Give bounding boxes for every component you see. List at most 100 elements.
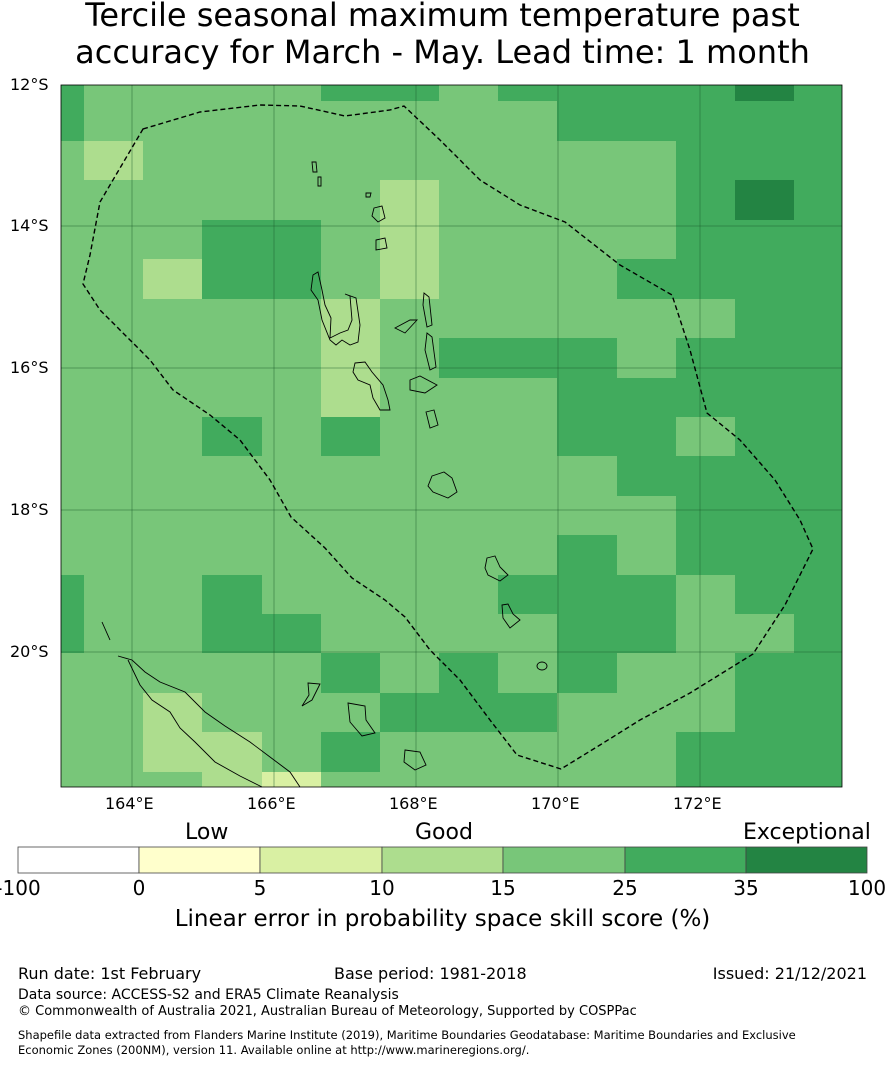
grid-cell <box>557 220 617 259</box>
grid-cell <box>794 693 842 732</box>
grid-cell <box>321 338 380 378</box>
grid-cell <box>439 220 498 259</box>
title-line-1: Tercile seasonal maximum temperature pas… <box>85 0 800 34</box>
title-line-2: accuracy for March - May. Lead time: 1 m… <box>75 33 810 71</box>
grid-cell <box>202 653 262 693</box>
grid-cell <box>61 141 84 180</box>
grid-cell <box>735 456 794 496</box>
grid-cell <box>676 220 735 259</box>
grid-cell <box>735 338 794 378</box>
grid-cell <box>439 693 498 732</box>
eez-boundary <box>82 104 814 770</box>
grid-cell <box>84 693 143 732</box>
grid-cell <box>143 653 202 693</box>
grid-cell <box>498 772 557 787</box>
grid-cell <box>84 259 143 299</box>
grid-cell <box>557 693 617 732</box>
issued-date: Issued: 21/12/2021 <box>712 964 867 983</box>
grid-cell <box>557 496 617 535</box>
lat-label: 12°S <box>10 75 49 94</box>
grid-cell <box>439 456 498 496</box>
grid-cell <box>61 732 84 772</box>
island-maewo <box>422 292 433 328</box>
grid-cell <box>321 101 380 141</box>
grid-cell <box>498 693 557 732</box>
grid-cell <box>262 614 321 653</box>
grid-cell <box>202 614 262 653</box>
grid-cell <box>84 180 143 220</box>
grid-cell <box>794 299 842 338</box>
grid-cell <box>498 299 557 338</box>
grid-cell <box>262 417 321 456</box>
grid-cell <box>202 456 262 496</box>
colorbar-segment <box>502 846 626 874</box>
grid-cell <box>439 772 498 787</box>
grid-cell <box>676 101 735 141</box>
grid-cell <box>380 417 439 456</box>
grid-cell <box>84 101 143 141</box>
grid-cell <box>498 653 557 693</box>
grid-cell <box>61 772 84 787</box>
grid-cell <box>498 456 557 496</box>
lat-label: 16°S <box>10 358 49 377</box>
grid-cell <box>380 378 439 417</box>
grid-cell <box>61 85 84 101</box>
lon-label: 164°E <box>105 794 154 813</box>
grid-cell <box>84 85 143 101</box>
grid-cell <box>61 456 84 496</box>
grid-cell <box>380 101 439 141</box>
grid-cell <box>84 496 143 535</box>
grid-cell <box>557 259 617 299</box>
grid-cell <box>617 575 676 614</box>
grid-cell <box>61 614 84 653</box>
grid-cell <box>380 456 439 496</box>
grid-cell <box>617 653 676 693</box>
grid-cell <box>498 496 557 535</box>
grid-cell <box>439 101 498 141</box>
grid-cell <box>735 85 794 101</box>
grid-cell <box>439 259 498 299</box>
grid-cell <box>380 338 439 378</box>
grid-cell <box>84 141 143 180</box>
lon-label: 166°E <box>247 794 296 813</box>
grid-cell <box>262 85 321 101</box>
grid-cell <box>617 338 676 378</box>
island-efate <box>427 471 458 499</box>
grid-cell <box>321 378 380 417</box>
island-malekula <box>352 361 391 411</box>
grid-cell <box>262 535 321 575</box>
grid-cell <box>439 575 498 614</box>
grid-cell <box>262 496 321 535</box>
grid-cell <box>735 259 794 299</box>
grid-cell <box>735 180 794 220</box>
grid-cell <box>794 85 842 101</box>
grid-cell <box>794 378 842 417</box>
grid-cell <box>61 575 84 614</box>
grid-cell <box>617 732 676 772</box>
grid-cell <box>676 614 735 653</box>
data-source: Data source: ACCESS-S2 and ERA5 Climate … <box>18 987 399 1003</box>
grid-cell <box>498 141 557 180</box>
grid-cell <box>439 378 498 417</box>
grid-cell <box>143 732 202 772</box>
grid-cell <box>498 732 557 772</box>
grid-cell <box>262 693 321 732</box>
grid-cell <box>143 614 202 653</box>
grid-cell <box>84 456 143 496</box>
grid-cell <box>498 575 557 614</box>
island-ouvea <box>301 682 321 707</box>
grid-cell <box>321 614 380 653</box>
run-date: Run date: 1st February <box>18 964 202 983</box>
grid-cell <box>439 299 498 338</box>
grid-cell <box>617 614 676 653</box>
lat-label: 18°S <box>10 500 49 519</box>
grid-cell <box>202 575 262 614</box>
grid-cell <box>498 101 557 141</box>
grid-cell <box>143 535 202 575</box>
grid-cell <box>735 141 794 180</box>
grid-cell <box>498 259 557 299</box>
grid-cell <box>143 456 202 496</box>
grid-cell <box>262 732 321 772</box>
grid-cell <box>735 417 794 456</box>
grid-cell <box>794 535 842 575</box>
